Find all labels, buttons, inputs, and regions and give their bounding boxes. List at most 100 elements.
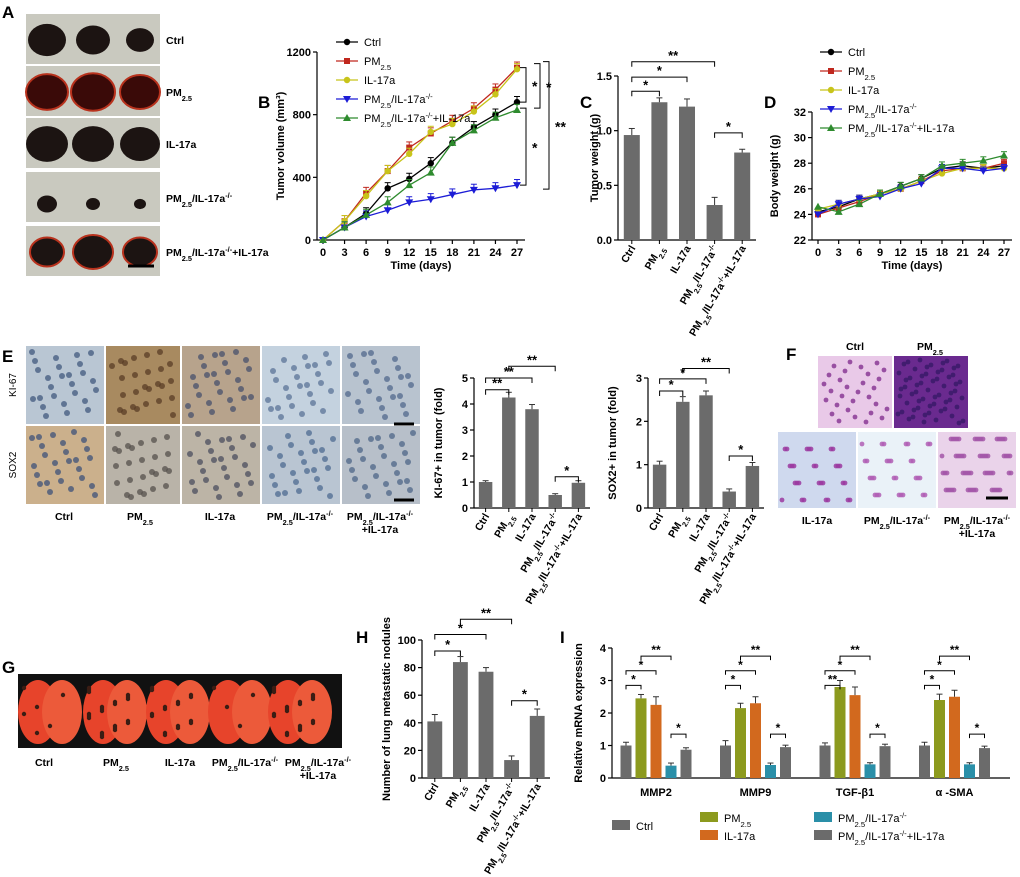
sig-bracket — [631, 90, 660, 97]
cell-nucleus — [248, 394, 254, 400]
tissue-cell — [899, 409, 905, 415]
tissue-cell — [960, 418, 966, 424]
tumor — [28, 23, 66, 57]
cell-nucleus — [376, 396, 382, 402]
tissue-cell — [895, 411, 901, 417]
cell-nucleus — [37, 395, 43, 401]
sig-bracket — [714, 132, 743, 138]
sig-bracket — [824, 684, 841, 690]
data-point — [341, 218, 348, 225]
cell-nucleus — [119, 375, 125, 381]
cell-nucleus — [71, 429, 77, 435]
histology-label: +IL-17a — [959, 528, 996, 540]
tissue-cell — [828, 388, 834, 394]
cell-nucleus — [357, 447, 363, 453]
cell-nucleus — [198, 354, 204, 360]
cell-nucleus — [319, 447, 325, 453]
cell-nucleus — [245, 471, 251, 477]
cell-nucleus — [130, 404, 136, 410]
cell-nucleus — [169, 395, 175, 401]
tissue-cell — [836, 418, 842, 424]
cell-nucleus — [407, 487, 413, 493]
tissue-cell — [823, 497, 829, 503]
metastatic-nodule — [271, 713, 277, 719]
cell-nucleus — [314, 476, 320, 482]
cell-nucleus — [275, 405, 281, 411]
cell-nucleus — [44, 480, 50, 486]
tissue-cell — [925, 441, 931, 447]
cell-nucleus — [366, 388, 372, 394]
x-tick-label: 0 — [320, 247, 326, 259]
tissue-cell — [850, 398, 856, 404]
tissue-cell — [828, 446, 834, 452]
sig-label: * — [676, 721, 681, 735]
cell-nucleus — [398, 374, 404, 380]
tissue-cell — [918, 380, 924, 386]
cell-nucleus — [323, 351, 329, 357]
cell-nucleus — [114, 480, 120, 486]
tissue-cell — [942, 406, 948, 412]
bar — [571, 482, 586, 508]
sig-bracket — [924, 670, 955, 675]
cell-nucleus — [36, 434, 42, 440]
tissue-cell — [943, 487, 949, 493]
cell-nucleus — [226, 436, 232, 442]
cell-nucleus — [120, 392, 126, 398]
sig-label: * — [937, 658, 942, 672]
cell-nucleus — [250, 442, 256, 448]
cell-nucleus — [204, 372, 210, 378]
cell-nucleus — [325, 465, 331, 471]
column-label: IL-17a — [205, 511, 236, 523]
tissue-cell — [845, 407, 851, 413]
cell-nucleus — [309, 439, 315, 445]
bar — [750, 703, 761, 778]
tissue-cell — [837, 377, 843, 383]
legend-label: IL-17a — [724, 831, 756, 843]
x-tick-label: 21 — [468, 247, 480, 259]
tissue-cell — [897, 393, 903, 399]
cell-nucleus — [221, 465, 227, 471]
cell-nucleus — [280, 462, 286, 468]
cell-nucleus — [29, 349, 35, 355]
tissue-cell — [804, 446, 810, 452]
tissue-cell — [879, 441, 885, 447]
tissue-cell — [881, 367, 887, 373]
tumor — [25, 73, 69, 111]
cell-nucleus — [51, 393, 57, 399]
tissue-cell — [896, 492, 902, 498]
tissue-cell — [865, 371, 871, 377]
tissue-cell — [842, 368, 848, 374]
tissue-cell — [948, 390, 954, 396]
cell-nucleus — [373, 473, 379, 479]
cell-nucleus — [63, 449, 69, 455]
metastatic-nodule — [310, 696, 316, 702]
cell-nucleus — [288, 442, 294, 448]
sig-bracket — [939, 655, 970, 661]
lung-label: Ctrl — [35, 757, 53, 769]
tumor — [122, 236, 158, 268]
cell-nucleus — [58, 478, 64, 484]
column-label: PM2.5/IL-17a-/- — [267, 509, 334, 527]
legend-label: PM2.5 — [364, 56, 391, 72]
y-tick-label: 0 — [410, 773, 416, 785]
tissue-cell — [928, 362, 934, 368]
y-tick-label: 4 — [462, 399, 469, 411]
y-axis-label: Tumor weight (g) — [589, 113, 601, 202]
tissue-cell — [872, 492, 878, 498]
column-label: +IL-17a — [362, 524, 399, 536]
photo-label: PM2.5/IL-17a-/-+IL-17a — [166, 245, 269, 263]
sig-bracket — [625, 670, 657, 675]
data-point — [319, 236, 327, 243]
x-tick-label: PM2.5 — [444, 782, 470, 812]
cell-nucleus — [66, 372, 72, 378]
cell-nucleus — [352, 476, 358, 482]
bar — [502, 397, 516, 508]
data-point — [426, 168, 435, 176]
tissue-cell — [951, 365, 957, 371]
panel-letter-h: H — [356, 628, 368, 647]
cell-nucleus — [306, 430, 312, 436]
cell-nucleus — [140, 474, 146, 480]
data-point — [449, 120, 456, 128]
cell-nucleus — [53, 355, 59, 361]
cell-nucleus — [56, 364, 62, 370]
